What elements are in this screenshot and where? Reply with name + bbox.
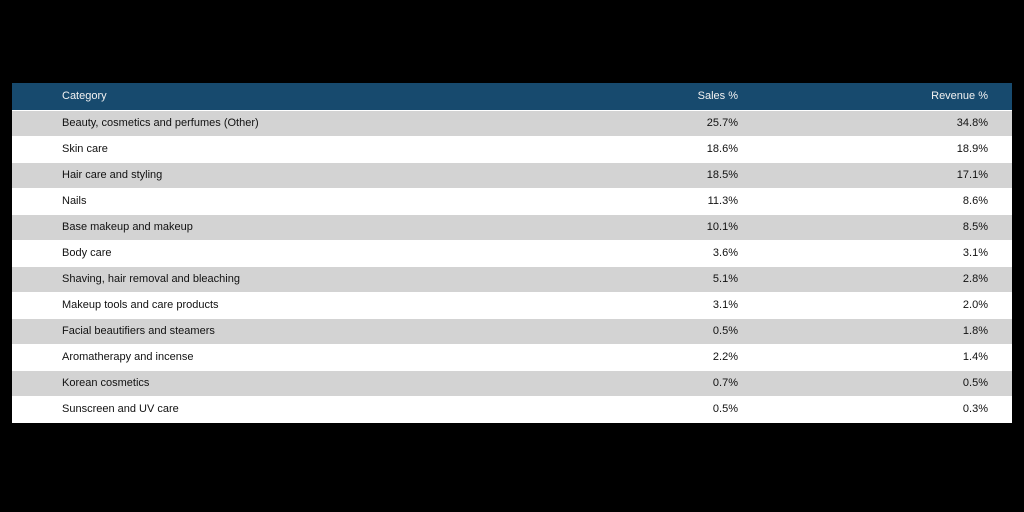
revenue-cell: 18.9% <box>762 136 1012 163</box>
table-row: Body care 3.6% 3.1% <box>12 240 1012 267</box>
table-row: Shaving, hair removal and bleaching 5.1%… <box>12 266 1012 293</box>
category-cell: Aromatherapy and incense <box>12 344 512 371</box>
category-sales-table: Category Sales % Revenue % Beauty, cosme… <box>12 83 1012 423</box>
sales-cell: 2.2% <box>512 344 762 371</box>
sales-cell: 25.7% <box>512 110 762 137</box>
sales-cell: 0.5% <box>512 396 762 423</box>
sales-cell: 18.5% <box>512 162 762 189</box>
table-row: Korean cosmetics 0.7% 0.5% <box>12 370 1012 397</box>
category-cell: Hair care and styling <box>12 162 512 189</box>
sales-cell: 5.1% <box>512 266 762 293</box>
category-cell: Makeup tools and care products <box>12 292 512 319</box>
sales-cell: 18.6% <box>512 136 762 163</box>
header-cell-category: Category <box>12 83 512 111</box>
table-row: Facial beautifiers and steamers 0.5% 1.8… <box>12 318 1012 345</box>
sales-cell: 10.1% <box>512 214 762 241</box>
revenue-cell: 2.0% <box>762 292 1012 319</box>
table-body: Beauty, cosmetics and perfumes (Other) 2… <box>12 110 1012 423</box>
category-cell: Base makeup and makeup <box>12 214 512 241</box>
category-cell: Beauty, cosmetics and perfumes (Other) <box>12 110 512 137</box>
sales-cell: 3.6% <box>512 240 762 267</box>
table-row: Beauty, cosmetics and perfumes (Other) 2… <box>12 110 1012 137</box>
revenue-cell: 34.8% <box>762 110 1012 137</box>
revenue-cell: 2.8% <box>762 266 1012 293</box>
category-cell: Nails <box>12 188 512 215</box>
table-row: Aromatherapy and incense 2.2% 1.4% <box>12 344 1012 371</box>
table-header-row: Category Sales % Revenue % <box>12 83 1012 111</box>
data-table: Category Sales % Revenue % Beauty, cosme… <box>12 83 1012 423</box>
table-row: Nails 11.3% 8.6% <box>12 188 1012 215</box>
category-cell: Shaving, hair removal and bleaching <box>12 266 512 293</box>
header-cell-sales: Sales % <box>512 83 762 111</box>
revenue-cell: 8.6% <box>762 188 1012 215</box>
category-cell: Body care <box>12 240 512 267</box>
revenue-cell: 17.1% <box>762 162 1012 189</box>
table-row: Sunscreen and UV care 0.5% 0.3% <box>12 396 1012 423</box>
table-row: Makeup tools and care products 3.1% 2.0% <box>12 292 1012 319</box>
revenue-cell: 0.3% <box>762 396 1012 423</box>
revenue-cell: 3.1% <box>762 240 1012 267</box>
category-cell: Korean cosmetics <box>12 370 512 397</box>
table-row: Skin care 18.6% 18.9% <box>12 136 1012 163</box>
sales-cell: 0.5% <box>512 318 762 345</box>
table-row: Base makeup and makeup 10.1% 8.5% <box>12 214 1012 241</box>
revenue-cell: 1.8% <box>762 318 1012 345</box>
revenue-cell: 8.5% <box>762 214 1012 241</box>
category-cell: Sunscreen and UV care <box>12 396 512 423</box>
sales-cell: 0.7% <box>512 370 762 397</box>
category-cell: Skin care <box>12 136 512 163</box>
revenue-cell: 0.5% <box>762 370 1012 397</box>
revenue-cell: 1.4% <box>762 344 1012 371</box>
category-cell: Facial beautifiers and steamers <box>12 318 512 345</box>
sales-cell: 3.1% <box>512 292 762 319</box>
header-cell-revenue: Revenue % <box>762 83 1012 111</box>
table-header: Category Sales % Revenue % <box>12 83 1012 111</box>
table-row: Hair care and styling 18.5% 17.1% <box>12 162 1012 189</box>
sales-cell: 11.3% <box>512 188 762 215</box>
